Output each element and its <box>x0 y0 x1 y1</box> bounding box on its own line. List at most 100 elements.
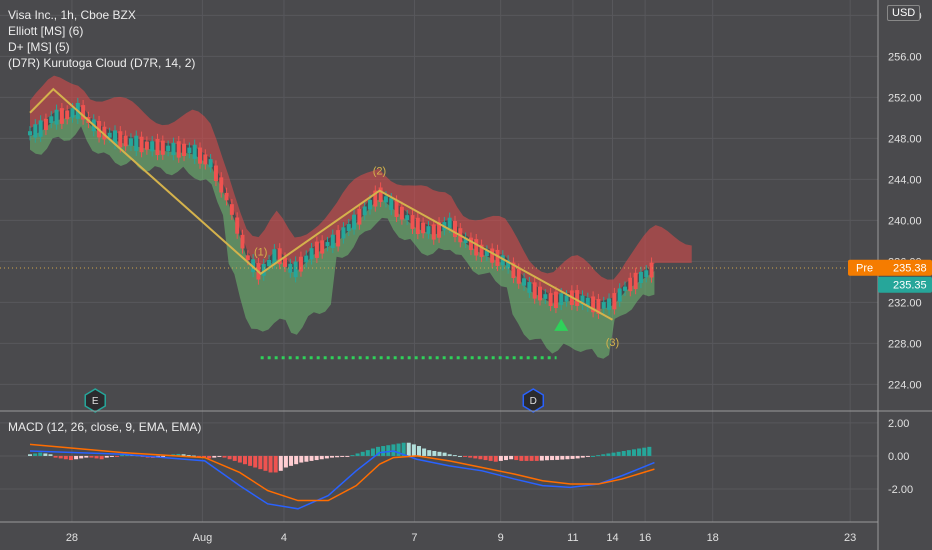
candle <box>304 255 309 263</box>
price-tick-label: 228.00 <box>888 338 922 350</box>
candle <box>516 268 521 284</box>
macd-histogram-bar <box>94 455 99 459</box>
macd-histogram-bar <box>391 444 396 456</box>
macd-histogram-bar <box>48 454 53 456</box>
macd-tick-label: 0.00 <box>888 451 909 463</box>
macd-histogram-bar <box>360 451 365 456</box>
macd-histogram-bar <box>319 455 324 460</box>
macd-histogram-bar <box>427 450 432 456</box>
macd-histogram-bar <box>109 455 114 457</box>
macd-histogram-bar <box>647 446 652 456</box>
candle <box>224 192 229 201</box>
time-tick-label: 18 <box>707 532 719 544</box>
candle <box>367 199 372 210</box>
elliott-wave-label-3: (2) <box>373 166 386 178</box>
elliott-wave-line <box>29 87 613 321</box>
macd-histogram-bar <box>442 452 447 456</box>
candle <box>118 131 123 148</box>
macd-histogram-bar <box>457 455 462 457</box>
pre-market-badge <box>848 259 932 276</box>
macd-histogram-bar <box>309 455 314 461</box>
macd-legend[interactable]: MACD (12, 26, close, 9, EMA, EMA) <box>8 420 202 434</box>
macd-histogram-bar <box>406 442 411 456</box>
macd-histogram-bar <box>575 455 580 459</box>
candle <box>490 248 495 263</box>
macd-histogram-bar <box>115 455 120 457</box>
macd-histogram-bar <box>58 455 63 459</box>
macd-histogram-bar <box>611 452 616 456</box>
macd-histogram-bar <box>237 455 242 463</box>
macd-histogram-bar <box>642 447 647 456</box>
candle <box>102 126 107 140</box>
macd-line <box>29 450 655 510</box>
pre-market-label: Pre <box>856 263 873 275</box>
macd-histogram-bar <box>99 455 104 460</box>
candle <box>617 288 622 302</box>
candle <box>219 177 224 193</box>
macd-histogram-bar <box>202 455 207 458</box>
candle <box>474 239 479 256</box>
candle <box>166 145 171 152</box>
macd-histogram-bar <box>560 455 565 460</box>
macd-histogram-bar <box>432 450 437 456</box>
candle <box>112 130 117 145</box>
macd-histogram-bar <box>519 455 524 461</box>
macd-histogram-bar <box>447 454 452 456</box>
indicator-kurutoga[interactable]: (D7R) Kurutoga Cloud (D7R, 14, 2) <box>8 56 196 70</box>
macd-histogram-bar <box>524 455 529 461</box>
candle <box>272 249 277 264</box>
indicator-elliott[interactable]: Elliott [MS] (6) <box>8 24 84 38</box>
indicator-dplus[interactable]: D+ [MS] (5) <box>8 40 70 54</box>
candle <box>187 147 192 154</box>
candle <box>261 263 266 276</box>
macd-histogram-bar <box>191 455 196 457</box>
macd-histogram-bar <box>422 448 427 456</box>
candle <box>638 271 643 284</box>
macd-histogram-bar <box>28 454 32 456</box>
symbol-title[interactable]: Visa Inc., 1h, Cboe BZX <box>8 8 136 22</box>
chart-legend: Visa Inc., 1h, Cboe BZX Elliott [MS] (6)… <box>8 7 195 71</box>
candle <box>527 282 532 293</box>
last-price-badge <box>878 276 932 293</box>
candle <box>607 298 612 310</box>
candle <box>383 196 388 203</box>
macd-histogram-bar <box>355 453 360 456</box>
candle <box>33 124 38 138</box>
time-tick-label: Aug <box>193 532 213 544</box>
candle <box>394 200 399 217</box>
candle <box>447 217 452 228</box>
macd-histogram-bar <box>386 445 391 456</box>
time-tick-label: 28 <box>66 532 78 544</box>
time-tick-label: 23 <box>844 532 856 544</box>
price-tick-label: 244.00 <box>888 174 922 186</box>
candle <box>330 234 335 248</box>
elliott-wave-label-2: (1) <box>254 247 267 259</box>
macd-histogram-bar <box>616 451 621 456</box>
candle <box>405 215 410 221</box>
currency-badge[interactable]: USD <box>887 5 921 21</box>
macd-histogram-bar <box>396 443 401 456</box>
macd-histogram-bar <box>416 446 421 456</box>
macd-histogram-bar <box>232 455 237 461</box>
macd-histogram-bar <box>478 455 483 460</box>
candle <box>484 250 489 257</box>
candle <box>612 293 617 310</box>
macd-histogram-bar <box>340 455 345 457</box>
macd-histogram-bar <box>294 455 299 465</box>
macd-histogram-bar <box>504 455 509 461</box>
candle <box>426 226 431 234</box>
candle <box>479 244 484 257</box>
candle <box>197 147 202 164</box>
macd-histogram-bar <box>345 455 350 457</box>
candle <box>314 241 319 258</box>
macd-histogram-bar <box>452 455 457 457</box>
macd-histogram-bar <box>196 455 201 457</box>
candle <box>81 105 86 120</box>
candle <box>208 159 213 168</box>
macd-histogram-bar <box>463 455 468 457</box>
macd-histogram-bar <box>585 455 590 457</box>
macd-histogram-bar <box>120 455 125 457</box>
candle <box>522 278 527 286</box>
